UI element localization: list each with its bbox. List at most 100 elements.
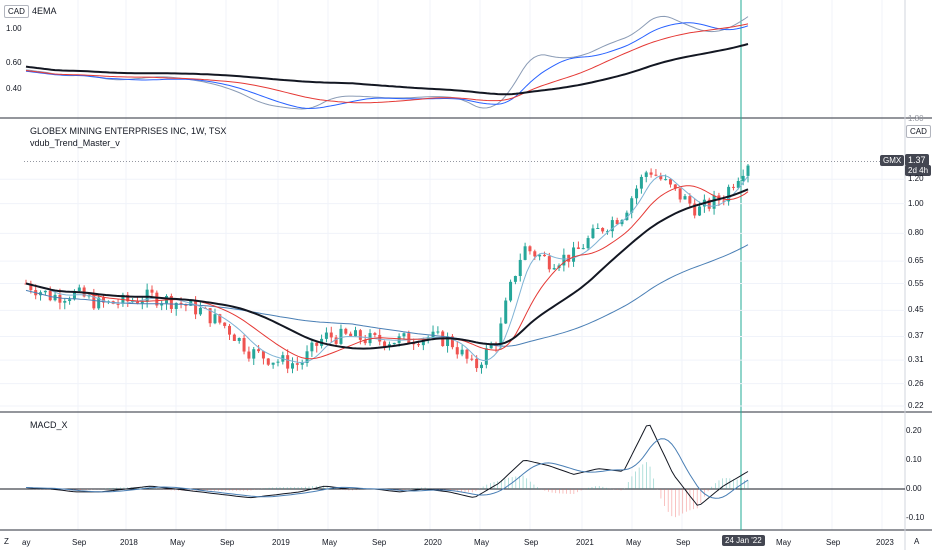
candle-body [736, 180, 740, 188]
candle-body [576, 247, 580, 249]
price-axis-label: 0.26 [908, 379, 924, 388]
candle-body [562, 254, 566, 266]
candle-body [630, 198, 634, 213]
candle-body [358, 330, 362, 340]
price-axis-label: 0.55 [908, 279, 924, 288]
candle-body [324, 332, 328, 339]
candle-body [523, 246, 527, 260]
time-axis-label: ay [22, 538, 31, 547]
candle-body [465, 349, 469, 359]
candle-body [208, 308, 212, 324]
candle-body [242, 337, 246, 352]
ema-axis-label: 0.60 [6, 58, 22, 67]
candle-body [659, 175, 663, 180]
ema-pane-line-4 [25, 43, 749, 96]
price-axis-label: 1.20 [908, 174, 924, 183]
candle-body [383, 341, 387, 347]
candle-body [586, 238, 590, 249]
candle-body [402, 333, 406, 337]
candle-body [683, 196, 687, 200]
candle-body [257, 349, 261, 352]
candle-body [688, 196, 692, 204]
candle-body [329, 332, 333, 338]
candle-body [315, 342, 319, 346]
candle-body [499, 323, 503, 346]
candle-body [538, 254, 542, 257]
candle-body [179, 302, 183, 305]
candle-body [276, 361, 280, 363]
indicator-label[interactable]: vdub_Trend_Master_v [30, 138, 120, 148]
price-axis-label: 0.22 [908, 401, 924, 410]
candle-body [218, 314, 222, 323]
candle-body [542, 254, 546, 257]
candle-body [479, 364, 483, 369]
timezone-button[interactable]: Z [4, 537, 9, 546]
auto-scale-button[interactable]: A [914, 537, 920, 546]
candle-body [334, 337, 338, 344]
candle-body [547, 256, 551, 270]
ema-pane-line-2 [25, 22, 749, 110]
ema-pane-line-3 [25, 23, 749, 104]
candle-body [373, 333, 377, 335]
candle-body [412, 343, 416, 345]
candle-body [344, 328, 348, 334]
candle-body [605, 231, 609, 233]
ema-currency-badge: CAD [4, 5, 29, 18]
candle-body [673, 184, 677, 189]
candle-body [513, 276, 517, 282]
time-axis-label: May [170, 538, 186, 547]
candle-body [698, 206, 702, 216]
candle-body [77, 287, 81, 292]
candle-body [475, 358, 479, 369]
candle-body [155, 292, 159, 306]
candle-body [198, 307, 202, 315]
time-axis-label: Sep [72, 538, 87, 547]
candle-body [707, 199, 711, 209]
candle-body [363, 339, 367, 344]
countdown-badge: 2d 4h [905, 165, 932, 176]
ema-axis-label: 1.00 [6, 24, 22, 33]
candle-body [460, 349, 464, 355]
candle-body [261, 351, 265, 359]
sma-long-line [25, 244, 749, 347]
time-axis-label: 2019 [272, 538, 290, 547]
candle-body [63, 300, 67, 303]
candle-body [484, 348, 488, 365]
candle-body [48, 290, 52, 301]
candle-body [489, 344, 493, 349]
time-axis-label: 2018 [120, 538, 138, 547]
candle-body [354, 330, 358, 337]
candle-body [712, 195, 716, 209]
candle-body [300, 362, 304, 365]
candle-body [635, 188, 639, 199]
time-axis-label: May [474, 538, 490, 547]
candle-body [615, 220, 619, 225]
candle-body [407, 333, 411, 344]
time-axis-label: 2020 [424, 538, 442, 547]
ema-axis-label: 0.40 [6, 84, 22, 93]
price-axis-label: 1.00 [908, 199, 924, 208]
candle-body [727, 186, 731, 202]
time-axis-label: May [322, 538, 338, 547]
candle-body [436, 331, 440, 333]
candle-body [639, 176, 643, 189]
price-axis-label: 0.37 [908, 331, 924, 340]
macd-axis-label: -0.10 [906, 513, 925, 522]
symbol-title[interactable]: GLOBEX MINING ENTERPRISES INC, 1W, TSX [30, 126, 227, 136]
ema-pane-label[interactable]: 4EMA [32, 6, 57, 16]
candle-body [455, 347, 459, 355]
candle-body [92, 294, 96, 309]
candle-body [620, 220, 624, 225]
macd-pane-label[interactable]: MACD_X [30, 420, 68, 430]
candle-body [29, 283, 33, 291]
candle-body [581, 248, 585, 250]
price-axis-label: 0.80 [908, 228, 924, 237]
candle-body [295, 363, 299, 365]
time-axis-label: 2021 [576, 538, 594, 547]
time-axis-label: 2023 [876, 538, 894, 547]
candle-body [237, 337, 241, 341]
candle-body [310, 342, 314, 352]
time-axis-label: Sep [676, 538, 691, 547]
